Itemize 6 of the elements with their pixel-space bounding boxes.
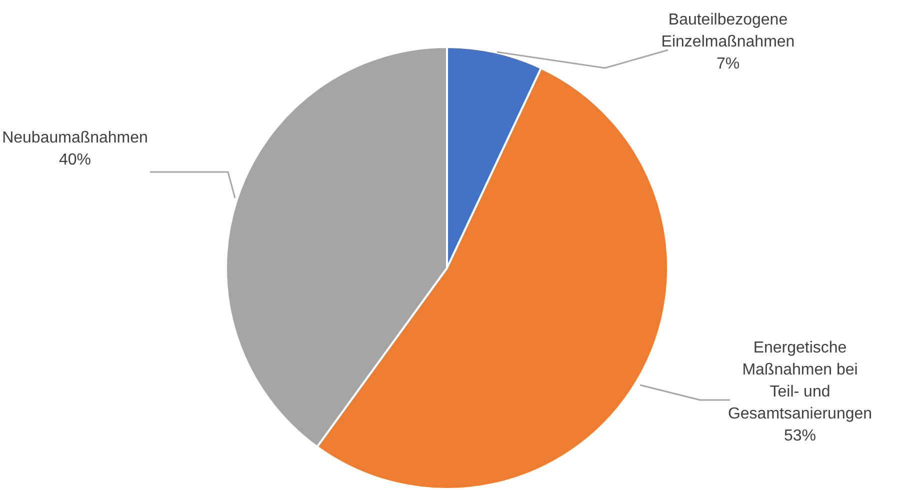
data-label: 40% (58, 151, 92, 168)
slice-label: Energetische Maßnahmen bei Teil- und Gesamtsanierungen (728, 339, 872, 422)
slice-label: Neubaumaßnahmen (2, 129, 148, 146)
data-label: 53% (784, 427, 816, 444)
slice-label: Bauteilbezogene Einzelmaßnahmen (661, 11, 795, 50)
data-label: 7% (716, 55, 740, 72)
